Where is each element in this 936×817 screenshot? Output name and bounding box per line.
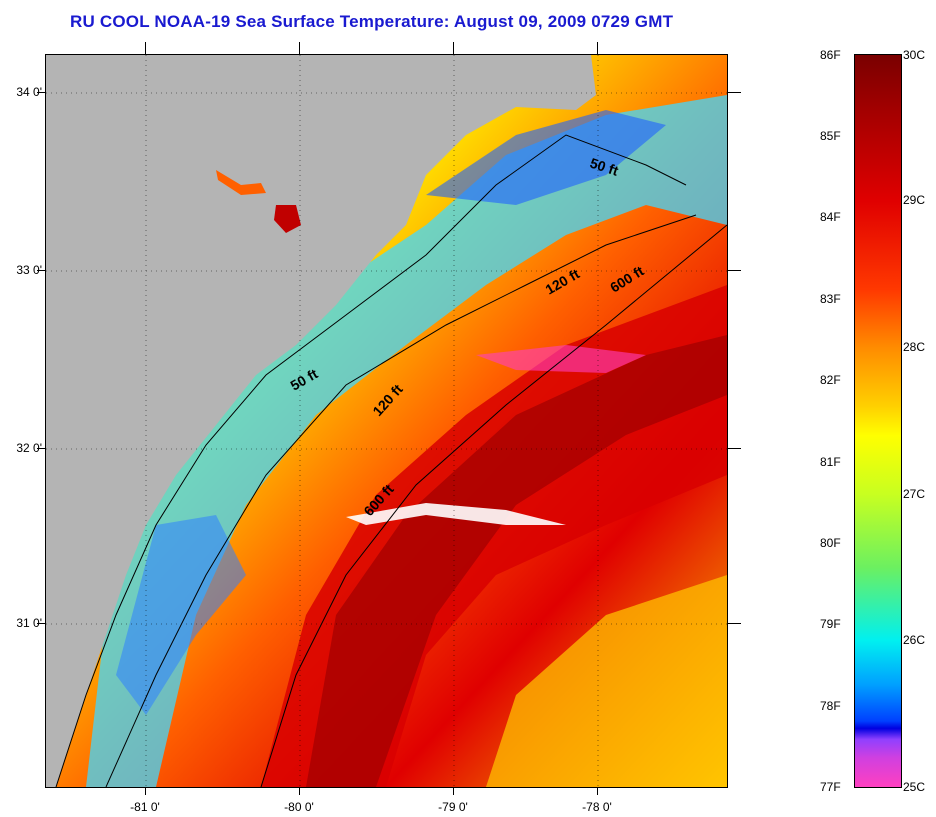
y-tick <box>37 270 45 271</box>
colorbar-label-25c: 25C <box>903 780 926 794</box>
lon-label-79: -79 0' <box>438 800 468 814</box>
inland-lake <box>274 205 301 233</box>
colorbar-label-86f: 86F <box>820 48 841 62</box>
y-tick-right <box>727 92 741 93</box>
x-tick-top <box>453 42 454 54</box>
map-title: RU COOL NOAA-19 Sea Surface Temperature:… <box>70 12 674 31</box>
lon-label-78: -78 0' <box>582 800 612 814</box>
colorbar-label-30c: 30C <box>903 48 926 62</box>
colorbar-label-80f: 80F <box>820 536 841 550</box>
land-mass <box>46 55 596 787</box>
x-tick <box>597 787 598 795</box>
cloud-strip-2 <box>476 345 646 373</box>
x-tick <box>145 787 146 795</box>
colorbar-label-26c: 26C <box>903 633 926 647</box>
x-tick-top <box>597 42 598 54</box>
outer-orange-band <box>486 575 727 787</box>
x-tick-top <box>145 42 146 54</box>
lat-label-32: 32 0' <box>16 441 42 455</box>
contour-600ft <box>260 224 727 787</box>
contour-50ft <box>55 134 687 787</box>
gulf-stream-core <box>306 335 727 787</box>
graticule <box>46 55 727 787</box>
colorbar-label-29c: 29C <box>903 193 926 207</box>
lon-label-80: -80 0' <box>284 800 314 814</box>
lat-label-34: 34 0' <box>16 85 42 99</box>
y-tick-right <box>727 448 741 449</box>
nearshore-blue-patch-south <box>116 515 246 715</box>
y-tick <box>37 92 45 93</box>
colorbar-label-28c: 28C <box>903 340 926 354</box>
y-tick <box>37 623 45 624</box>
lat-label-31: 31 0' <box>16 616 42 630</box>
inland-lake-2 <box>216 170 266 195</box>
lon-label-81: -81 0' <box>130 800 160 814</box>
x-tick <box>299 787 300 795</box>
y-tick-right <box>727 270 741 271</box>
sst-map: 50 ft 120 ft 600 ft 50 ft 120 ft 600 ft <box>45 54 728 788</box>
y-tick <box>37 448 45 449</box>
colorbar-label-77f: 77F <box>820 780 841 794</box>
colorbar-label-78f: 78F <box>820 699 841 713</box>
x-tick <box>453 787 454 795</box>
colorbar-label-84f: 84F <box>820 210 841 224</box>
colorbar-label-79f: 79F <box>820 617 841 631</box>
temperature-colorbar <box>854 54 902 788</box>
colorbar-label-83f: 83F <box>820 292 841 306</box>
x-tick-top <box>299 42 300 54</box>
cloud-strip <box>346 503 566 525</box>
colorbar-label-27c: 27C <box>903 487 926 501</box>
contour-120ft <box>105 214 697 787</box>
y-tick-right <box>727 623 741 624</box>
colorbar-label-85f: 85F <box>820 129 841 143</box>
nearshore-blue-patch <box>426 110 666 205</box>
colorbar-label-81f: 81F <box>820 455 841 469</box>
nearshore-cool-band <box>86 95 727 787</box>
colorbar-label-82f: 82F <box>820 373 841 387</box>
lat-label-33: 33 0' <box>16 263 42 277</box>
